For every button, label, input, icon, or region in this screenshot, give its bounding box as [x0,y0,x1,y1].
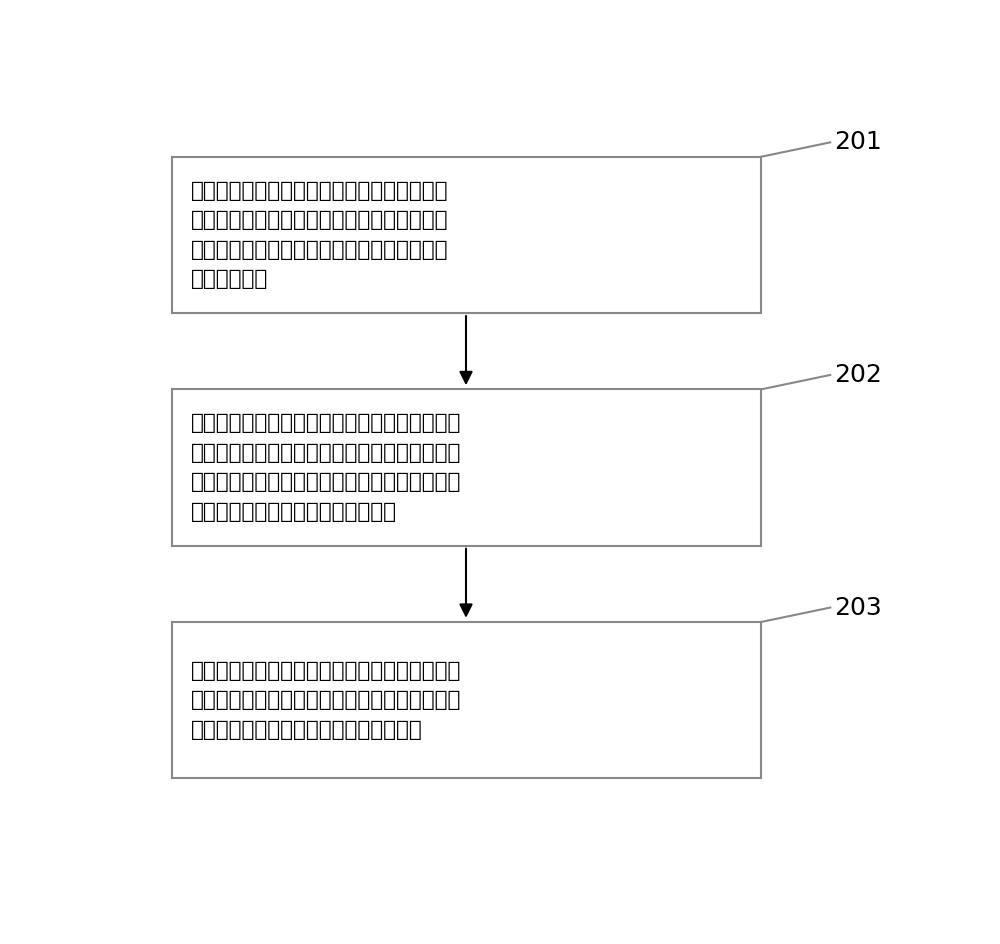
Text: 202: 202 [834,362,882,387]
Text: 当第一业务板上的用户需要迁移至第二业务板
时，获取所述第二业务板对应的第二用户组；
针对当前的接入用户计算出属于所述第二用户
组的接入用户: 当第一业务板上的用户需要迁移至第二业务板 时，获取所述第二业务板对应的第二用户组… [191,180,448,290]
Text: 将第一业务板对应的第一用户组中属于所述第二
用户组的接入用户对应的用户表项同步到所述第
二业务板，得到第二用户组表项，控制所述第二
业务板将第二用户组表项下发至: 将第一业务板对应的第一用户组中属于所述第二 用户组的接入用户对应的用户表项同步到… [191,413,461,522]
Text: 203: 203 [834,596,882,619]
Text: 201: 201 [834,130,882,155]
FancyBboxPatch shape [172,390,761,546]
FancyBboxPatch shape [172,622,761,779]
FancyBboxPatch shape [172,157,761,313]
Text: 当所述第二用户组表项下发完成时，控制接入板
刷新接入用户对应的用户组，以使属于第二用户
组的接入用户的流量引流到第二业务板上: 当所述第二用户组表项下发完成时，控制接入板 刷新接入用户对应的用户组，以使属于第… [191,661,461,740]
